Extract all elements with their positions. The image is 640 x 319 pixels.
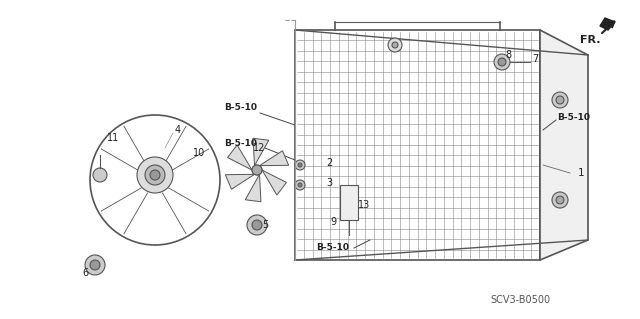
Text: B-5-10: B-5-10 (224, 103, 257, 113)
Circle shape (556, 196, 564, 204)
Text: 12: 12 (253, 143, 266, 153)
Text: 8: 8 (505, 50, 511, 60)
Text: 5: 5 (262, 220, 268, 230)
Circle shape (298, 163, 302, 167)
Text: 13: 13 (358, 200, 371, 210)
Circle shape (552, 192, 568, 208)
Polygon shape (228, 145, 252, 170)
Circle shape (498, 58, 506, 66)
Circle shape (252, 165, 262, 175)
Text: 3: 3 (326, 178, 332, 188)
Bar (340, 185, 358, 220)
Circle shape (145, 165, 165, 185)
Text: 6: 6 (82, 268, 88, 278)
Polygon shape (259, 151, 289, 166)
Circle shape (85, 255, 105, 275)
Text: B-5-10: B-5-10 (224, 138, 257, 147)
Circle shape (295, 160, 305, 170)
Polygon shape (600, 18, 615, 30)
Text: FR.: FR. (580, 35, 600, 45)
Circle shape (295, 180, 305, 190)
Text: 10: 10 (193, 148, 205, 158)
Text: B-5-10: B-5-10 (316, 243, 349, 253)
Circle shape (252, 165, 262, 175)
Text: 9: 9 (330, 217, 336, 227)
Circle shape (494, 54, 510, 70)
Polygon shape (262, 170, 287, 195)
Text: 11: 11 (107, 133, 119, 143)
Text: B-5-10: B-5-10 (557, 113, 590, 122)
Text: 7: 7 (532, 54, 538, 64)
Circle shape (252, 220, 262, 230)
Circle shape (392, 42, 398, 48)
Circle shape (93, 168, 107, 182)
Text: 1: 1 (578, 168, 584, 178)
Polygon shape (225, 174, 255, 189)
Circle shape (556, 96, 564, 104)
Text: 2: 2 (326, 158, 332, 168)
Circle shape (90, 260, 100, 270)
Circle shape (298, 183, 302, 187)
Circle shape (552, 92, 568, 108)
Polygon shape (253, 138, 269, 166)
Bar (295, 30, 540, 260)
Text: SCV3-B0500: SCV3-B0500 (490, 295, 550, 305)
Circle shape (388, 38, 402, 52)
Text: 4: 4 (175, 125, 181, 135)
Circle shape (150, 170, 160, 180)
Polygon shape (245, 174, 261, 202)
Polygon shape (540, 30, 588, 260)
Circle shape (137, 157, 173, 193)
Circle shape (247, 215, 267, 235)
